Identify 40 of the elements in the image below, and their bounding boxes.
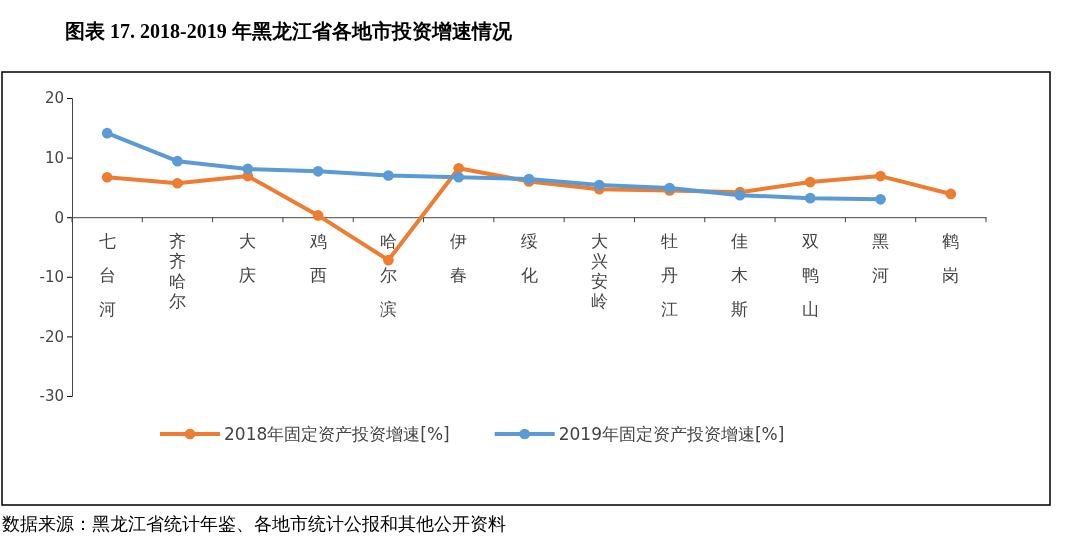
point	[242, 163, 254, 175]
y-tick-label: -20	[39, 327, 64, 346]
point	[101, 171, 113, 183]
point	[804, 176, 816, 188]
x-tick-label: 鸡西	[308, 231, 327, 286]
chart-title: 图表 17. 2018-2019 年黑龙江省各地市投资增速情况	[65, 20, 513, 42]
point	[312, 210, 324, 221]
point	[593, 179, 605, 191]
x-tick-label: 佳木斯	[731, 231, 749, 320]
y-tick-label: -30	[39, 387, 64, 406]
legend-label: 2018年固定资产投资增速[%]	[224, 424, 450, 444]
point	[945, 188, 957, 200]
source-note: 数据来源：黑龙江省统计年鉴、各地市统计公报和其他公开资料	[2, 514, 506, 534]
point	[383, 254, 394, 266]
x-tick-label: 牡丹江	[661, 231, 679, 320]
point	[172, 177, 183, 189]
point	[312, 165, 324, 177]
x-tick-label: 绥化	[520, 231, 538, 286]
y-tick-label: 20	[44, 89, 64, 108]
y-tick-label: 10	[44, 148, 64, 167]
x-tick-label: 哈尔滨	[379, 231, 397, 320]
point	[101, 127, 113, 139]
point	[804, 192, 816, 204]
legend-label: 2019年固定资产投资增速[%]	[558, 424, 785, 444]
x-tick-label: 伊春	[450, 231, 468, 286]
point	[383, 170, 394, 181]
x-tick-label: 黑河	[872, 231, 890, 286]
point	[453, 162, 465, 174]
x-tick-label: 齐齐哈尔	[168, 231, 186, 312]
point	[453, 171, 465, 183]
y-tick-label: 0	[54, 208, 64, 227]
point	[875, 170, 886, 182]
x-tick-label: 大庆	[239, 231, 257, 286]
x-tick-label: 大兴安岭	[590, 231, 608, 312]
x-tick-label: 双鸭山	[801, 231, 819, 320]
y-tick-label: -10	[39, 268, 64, 287]
point	[172, 155, 183, 167]
x-tick-label: 七台河	[98, 231, 116, 320]
x-tick-label: 鹤岗	[942, 231, 960, 286]
point	[875, 193, 886, 205]
